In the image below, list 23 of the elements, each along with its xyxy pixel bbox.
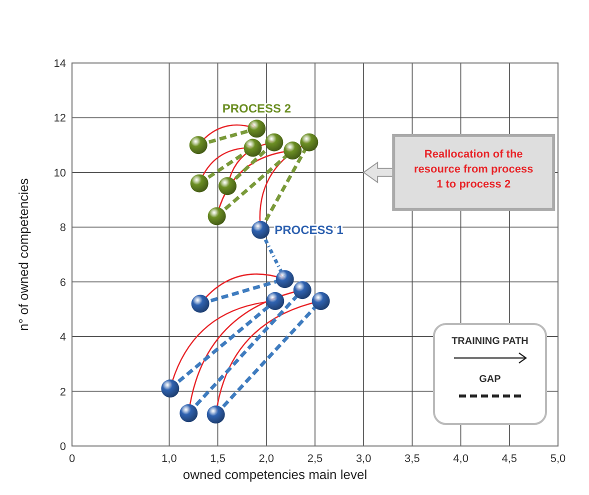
y-tick-label: 4 — [60, 332, 66, 344]
y-tick-label: 2 — [60, 386, 66, 398]
y-tick-label: 6 — [60, 276, 66, 289]
x-tick-label: 4,5 — [502, 453, 518, 465]
annotation: GAP — [479, 374, 502, 385]
x-tick-label: 2,5 — [307, 453, 323, 465]
x-axis-title: owned competencies main level — [182, 467, 368, 482]
y-axis-title: n° of owned competencies — [16, 178, 31, 331]
x-tick-label: 4,0 — [453, 453, 468, 465]
x-tick-label: 1,5 — [210, 453, 226, 465]
x-tick-label: 2,0 — [258, 453, 274, 465]
y-tick-label: 8 — [60, 222, 66, 234]
x-tick-label: 3,0 — [356, 453, 372, 465]
x-tick-label: 3,5 — [404, 453, 420, 465]
x-tick-label: 5,0 — [550, 453, 566, 465]
annotation: Reallocation of the resource from process 1 to process 2 — [414, 148, 534, 190]
x-tick-label: 0 — [68, 453, 76, 465]
annotation: TRAINING PATH — [452, 336, 528, 347]
x-tick-label: 1,0 — [162, 453, 177, 465]
y-tick-label: 14 — [54, 58, 66, 70]
y-tick-label: 10 — [54, 167, 66, 180]
y-tick-label: 12 — [54, 112, 66, 125]
y-tick-label: 0 — [60, 441, 66, 453]
